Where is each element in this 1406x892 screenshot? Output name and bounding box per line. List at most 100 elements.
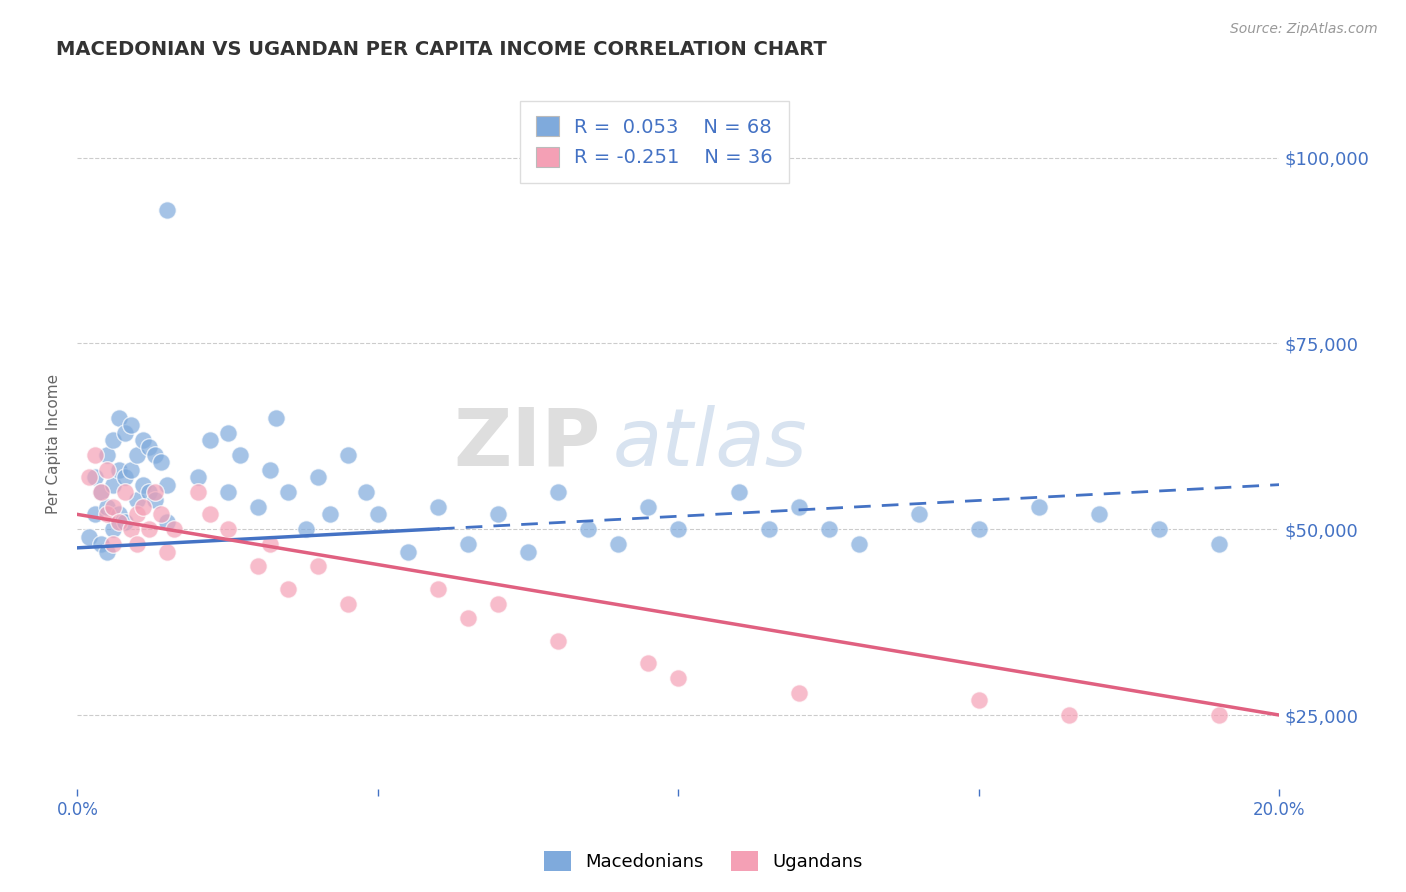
Point <box>294 522 316 536</box>
Point <box>90 537 112 551</box>
Point <box>127 508 149 522</box>
Point <box>138 522 160 536</box>
Point <box>1149 522 1171 536</box>
Point <box>367 508 389 522</box>
Point <box>228 448 250 462</box>
Text: Source: ZipAtlas.com: Source: ZipAtlas.com <box>1230 22 1378 37</box>
Text: MACEDONIAN VS UGANDAN PER CAPITA INCOME CORRELATION CHART: MACEDONIAN VS UGANDAN PER CAPITA INCOME … <box>56 40 827 59</box>
Point <box>187 485 209 500</box>
Point <box>457 537 479 551</box>
Point <box>246 559 269 574</box>
Point <box>90 485 112 500</box>
Point <box>96 544 118 558</box>
Point <box>457 611 479 625</box>
Point <box>246 500 269 514</box>
Legend: R =  0.053    N = 68, R = -0.251    N = 36: R = 0.053 N = 68, R = -0.251 N = 36 <box>520 101 789 183</box>
Point <box>1088 508 1111 522</box>
Point <box>145 492 167 507</box>
Point <box>727 485 749 500</box>
Point <box>607 537 630 551</box>
Point <box>259 537 281 551</box>
Point <box>156 202 179 217</box>
Point <box>84 508 107 522</box>
Point <box>156 477 179 491</box>
Point <box>84 470 107 484</box>
Point <box>1208 537 1230 551</box>
Point <box>1028 500 1050 514</box>
Point <box>1057 708 1080 723</box>
Legend: Macedonians, Ugandans: Macedonians, Ugandans <box>536 844 870 879</box>
Point <box>145 448 167 462</box>
Point <box>908 508 931 522</box>
Point <box>1208 708 1230 723</box>
Point <box>967 693 990 707</box>
Point <box>138 441 160 455</box>
Point <box>187 470 209 484</box>
Point <box>120 463 142 477</box>
Point <box>127 448 149 462</box>
Point <box>787 500 810 514</box>
Point <box>307 559 329 574</box>
Point <box>198 433 221 447</box>
Point <box>259 463 281 477</box>
Point <box>108 508 131 522</box>
Point <box>547 633 569 648</box>
Point <box>396 544 419 558</box>
Point <box>277 582 299 596</box>
Text: ZIP: ZIP <box>453 405 600 483</box>
Point <box>817 522 839 536</box>
Point <box>162 522 184 536</box>
Point <box>108 515 131 529</box>
Point <box>120 522 142 536</box>
Point <box>150 508 173 522</box>
Text: atlas: atlas <box>612 405 807 483</box>
Point <box>96 500 118 514</box>
Point <box>336 597 359 611</box>
Point <box>145 485 167 500</box>
Point <box>103 477 125 491</box>
Point <box>108 410 131 425</box>
Point <box>427 500 450 514</box>
Point <box>156 515 179 529</box>
Point <box>486 597 509 611</box>
Point <box>114 470 136 484</box>
Point <box>132 500 155 514</box>
Point <box>103 522 125 536</box>
Point <box>848 537 870 551</box>
Point <box>132 477 155 491</box>
Point <box>354 485 377 500</box>
Point <box>103 500 125 514</box>
Point <box>277 485 299 500</box>
Point <box>336 448 359 462</box>
Point <box>114 425 136 440</box>
Point <box>486 508 509 522</box>
Point <box>150 455 173 469</box>
Point <box>138 485 160 500</box>
Y-axis label: Per Capita Income: Per Capita Income <box>46 374 62 514</box>
Point <box>668 671 690 685</box>
Point <box>96 463 118 477</box>
Point <box>114 485 136 500</box>
Point <box>103 537 125 551</box>
Point <box>307 470 329 484</box>
Point <box>637 656 659 670</box>
Point <box>217 485 239 500</box>
Point <box>547 485 569 500</box>
Point <box>132 433 155 447</box>
Point <box>758 522 780 536</box>
Point <box>264 410 287 425</box>
Point <box>967 522 990 536</box>
Point <box>217 522 239 536</box>
Point <box>517 544 540 558</box>
Point <box>637 500 659 514</box>
Point <box>96 508 118 522</box>
Point <box>787 686 810 700</box>
Point <box>668 522 690 536</box>
Point <box>120 418 142 433</box>
Point <box>96 448 118 462</box>
Point <box>427 582 450 596</box>
Point <box>103 433 125 447</box>
Point <box>79 470 101 484</box>
Point <box>156 544 179 558</box>
Point <box>576 522 599 536</box>
